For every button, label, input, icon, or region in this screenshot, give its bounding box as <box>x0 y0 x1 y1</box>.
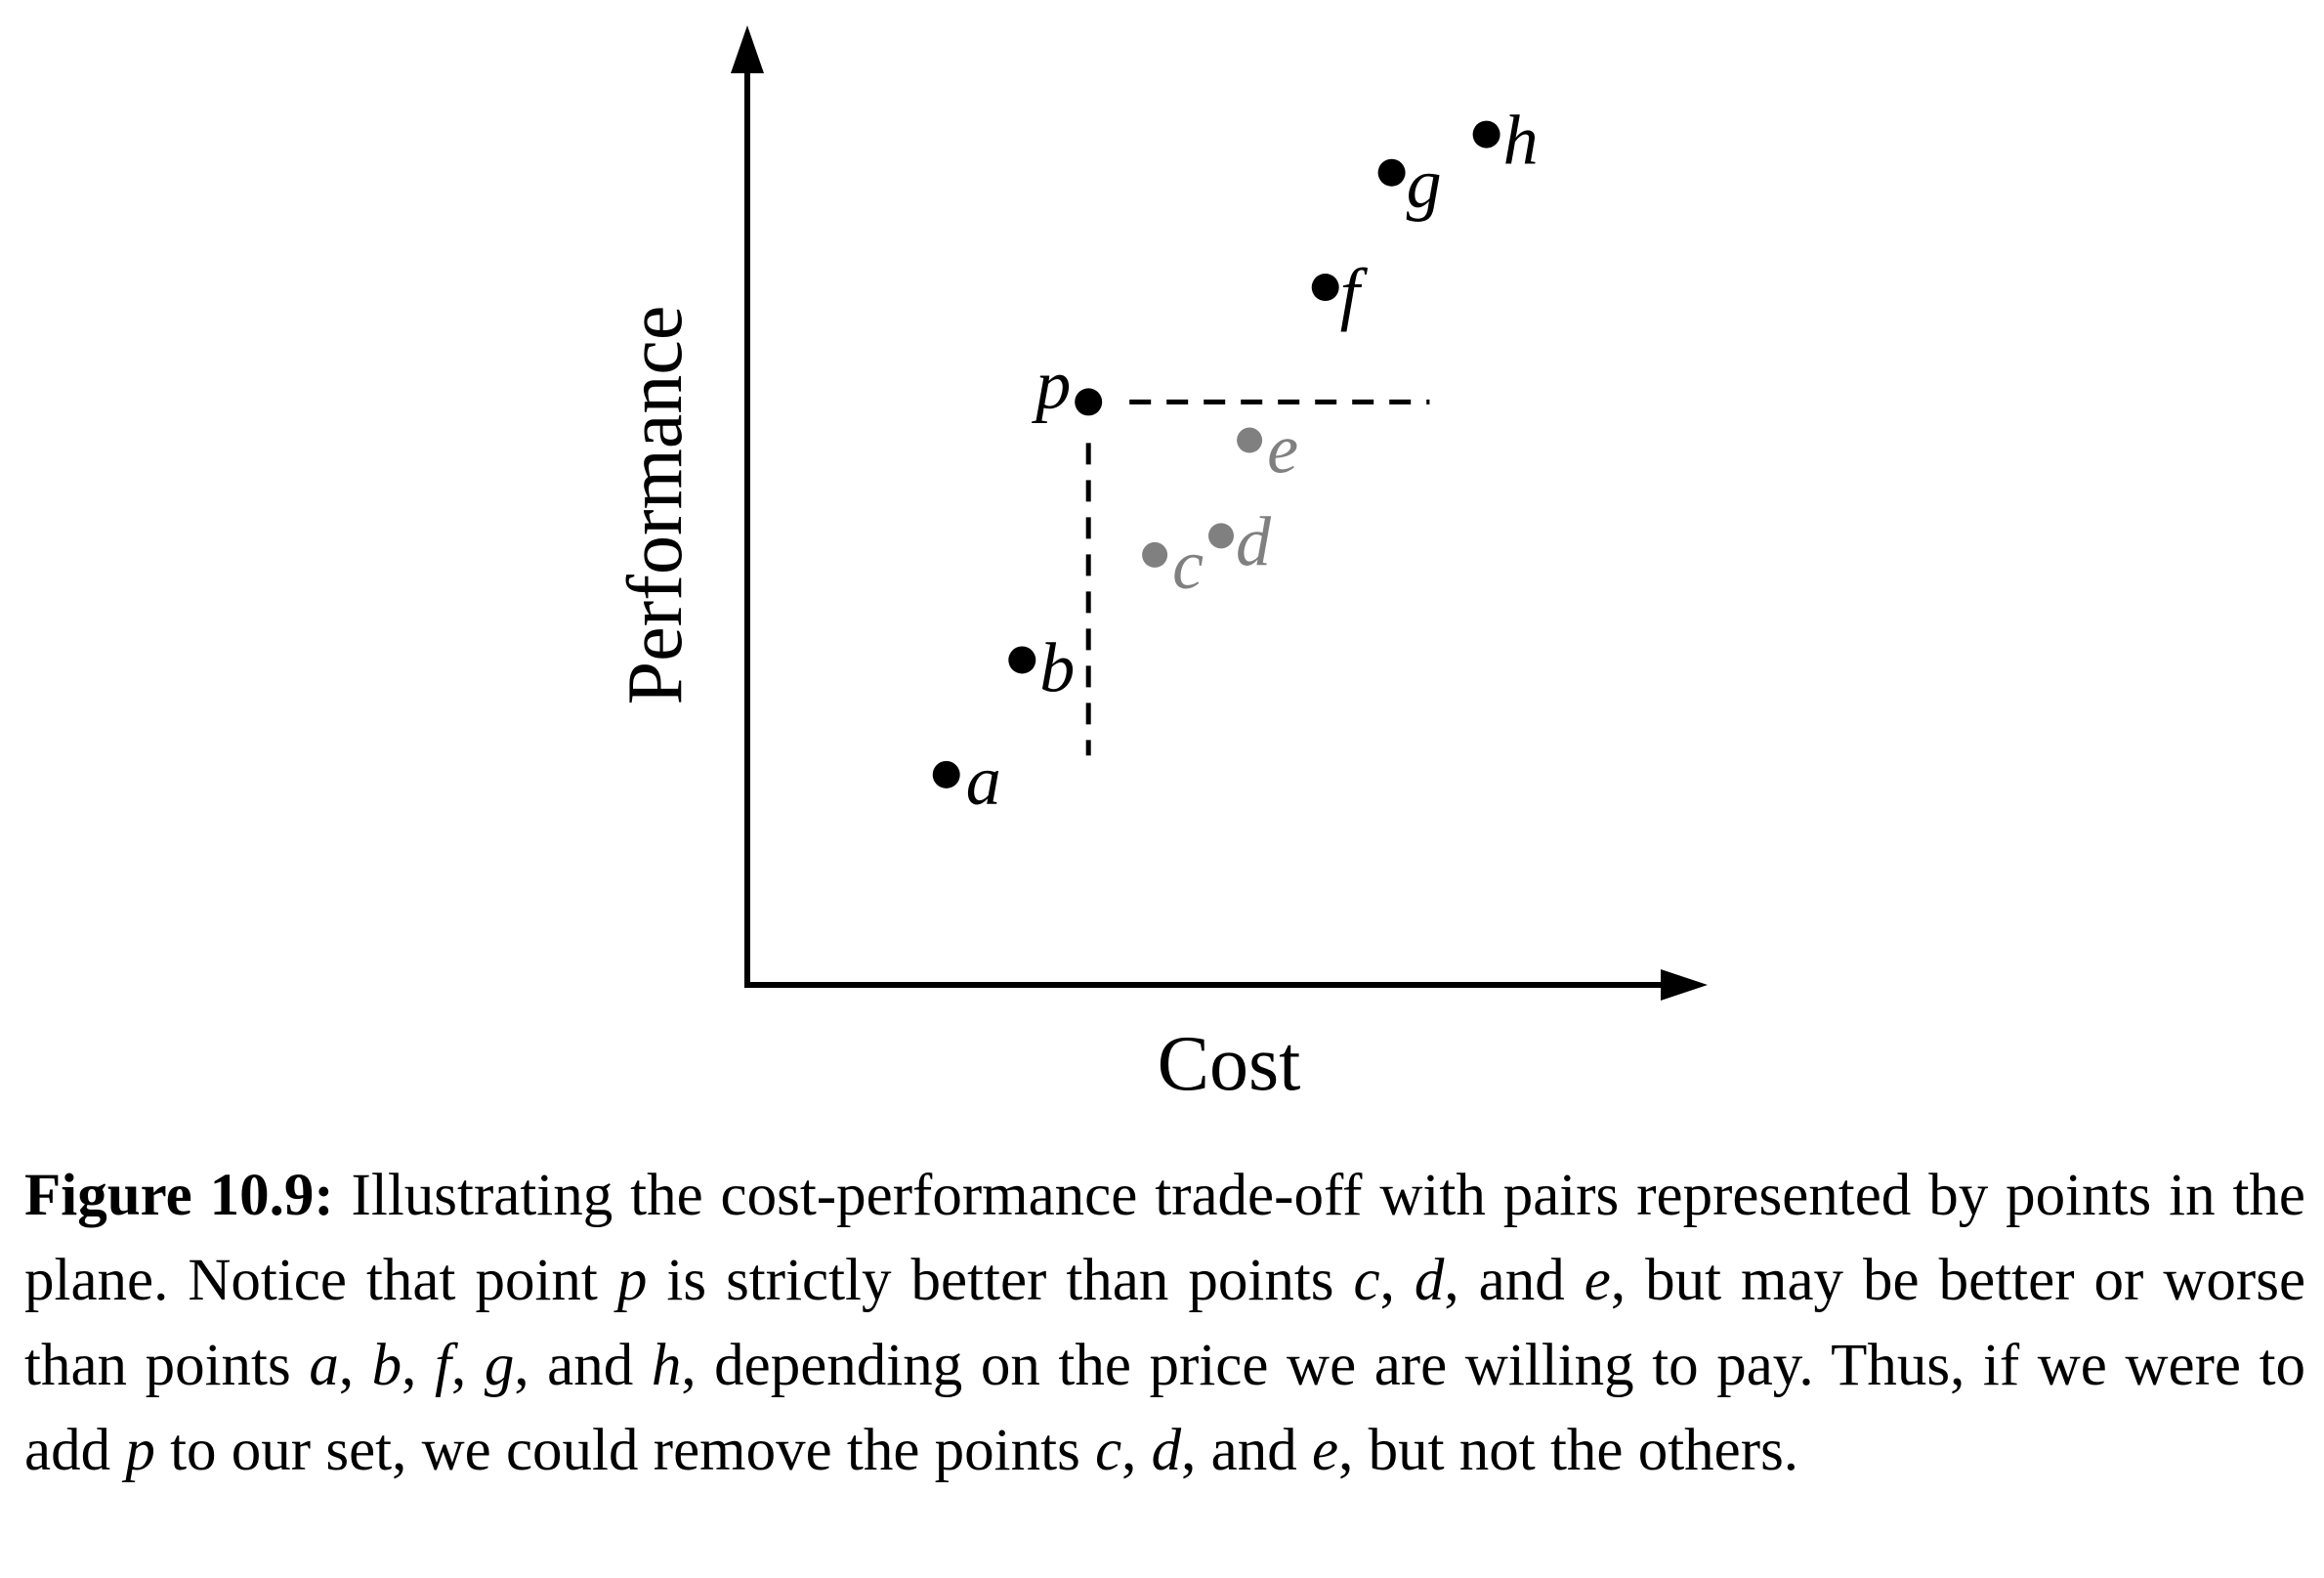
point-b-label: b <box>1039 628 1075 706</box>
point-f-marker <box>1311 274 1339 302</box>
caption-text-run: , but may be better or worse than points <box>24 1248 2306 1398</box>
caption-math-var: f <box>435 1333 451 1398</box>
data-points: ab c de p fgh <box>932 102 1539 820</box>
caption-math-var: d <box>1414 1248 1445 1313</box>
point-p-marker <box>1075 388 1103 416</box>
caption-math-var: a <box>309 1333 339 1398</box>
caption-math-var: e <box>1311 1418 1339 1483</box>
axes: Cost Performance <box>613 25 1708 1107</box>
point-f-label: f <box>1340 254 1369 332</box>
point-p-label: p <box>1031 345 1071 423</box>
point-c-label: c <box>1172 526 1204 604</box>
point-a-marker <box>932 760 960 789</box>
caption-math-var: b <box>371 1333 402 1398</box>
caption-text-run: , <box>450 1333 485 1398</box>
figure-caption: Figure 10.9: Illustrating the cost-perfo… <box>24 1153 2305 1493</box>
caption-text-run: , depending on the price we are willing … <box>24 1333 2306 1483</box>
point-e-marker <box>1237 427 1263 453</box>
caption-math-var: h <box>651 1333 682 1398</box>
caption-text-run: , and <box>1181 1418 1312 1483</box>
y-axis-label: Performance <box>613 306 698 705</box>
caption-text-run: , but not the others. <box>1338 1418 1799 1483</box>
caption-math-var: e <box>1584 1248 1611 1313</box>
x-axis-label: Cost <box>1158 1021 1301 1107</box>
point-h-marker <box>1472 120 1500 149</box>
caption-text-run: , <box>338 1333 372 1398</box>
caption-text-run: to our set, we could remove the points <box>154 1418 1096 1483</box>
point-e-label: e <box>1267 410 1298 489</box>
dashed-guides <box>1085 399 1430 756</box>
caption-text-run: is strictly better than points <box>647 1248 1354 1313</box>
caption-math-var: p <box>616 1248 648 1313</box>
caption-text-run: , <box>401 1333 436 1398</box>
scatter-figure: Cost Performance ab c de p fgh <box>613 25 1708 1107</box>
y-axis-arrowhead <box>731 25 764 73</box>
caption-math-var: g <box>484 1333 515 1398</box>
point-g-label: g <box>1407 145 1442 223</box>
caption-math-var: c <box>1095 1418 1122 1483</box>
point-g-marker <box>1377 158 1406 187</box>
point-c-marker <box>1142 541 1168 568</box>
caption-math-var: c <box>1353 1248 1380 1313</box>
point-d-label: d <box>1236 502 1272 580</box>
caption-text-run: , <box>1121 1418 1152 1483</box>
point-h-label: h <box>1503 102 1539 180</box>
caption-text-run: , and <box>1444 1248 1585 1313</box>
point-a-label: a <box>966 742 1001 820</box>
caption-text: Illustrating the cost-performance trade-… <box>24 1163 2305 1483</box>
point-d-marker <box>1208 523 1234 549</box>
x-axis-arrowhead <box>1661 969 1708 1001</box>
point-b-marker <box>1008 646 1036 674</box>
caption-math-var: p <box>125 1418 155 1483</box>
caption-text-run: , and <box>514 1333 652 1398</box>
figure-number: Figure 10.9: <box>24 1163 334 1228</box>
caption-text-run: , <box>1379 1248 1415 1313</box>
caption-math-var: d <box>1151 1418 1182 1483</box>
caption-text-run: Illustrating the cost-performance trade-… <box>24 1163 2306 1313</box>
